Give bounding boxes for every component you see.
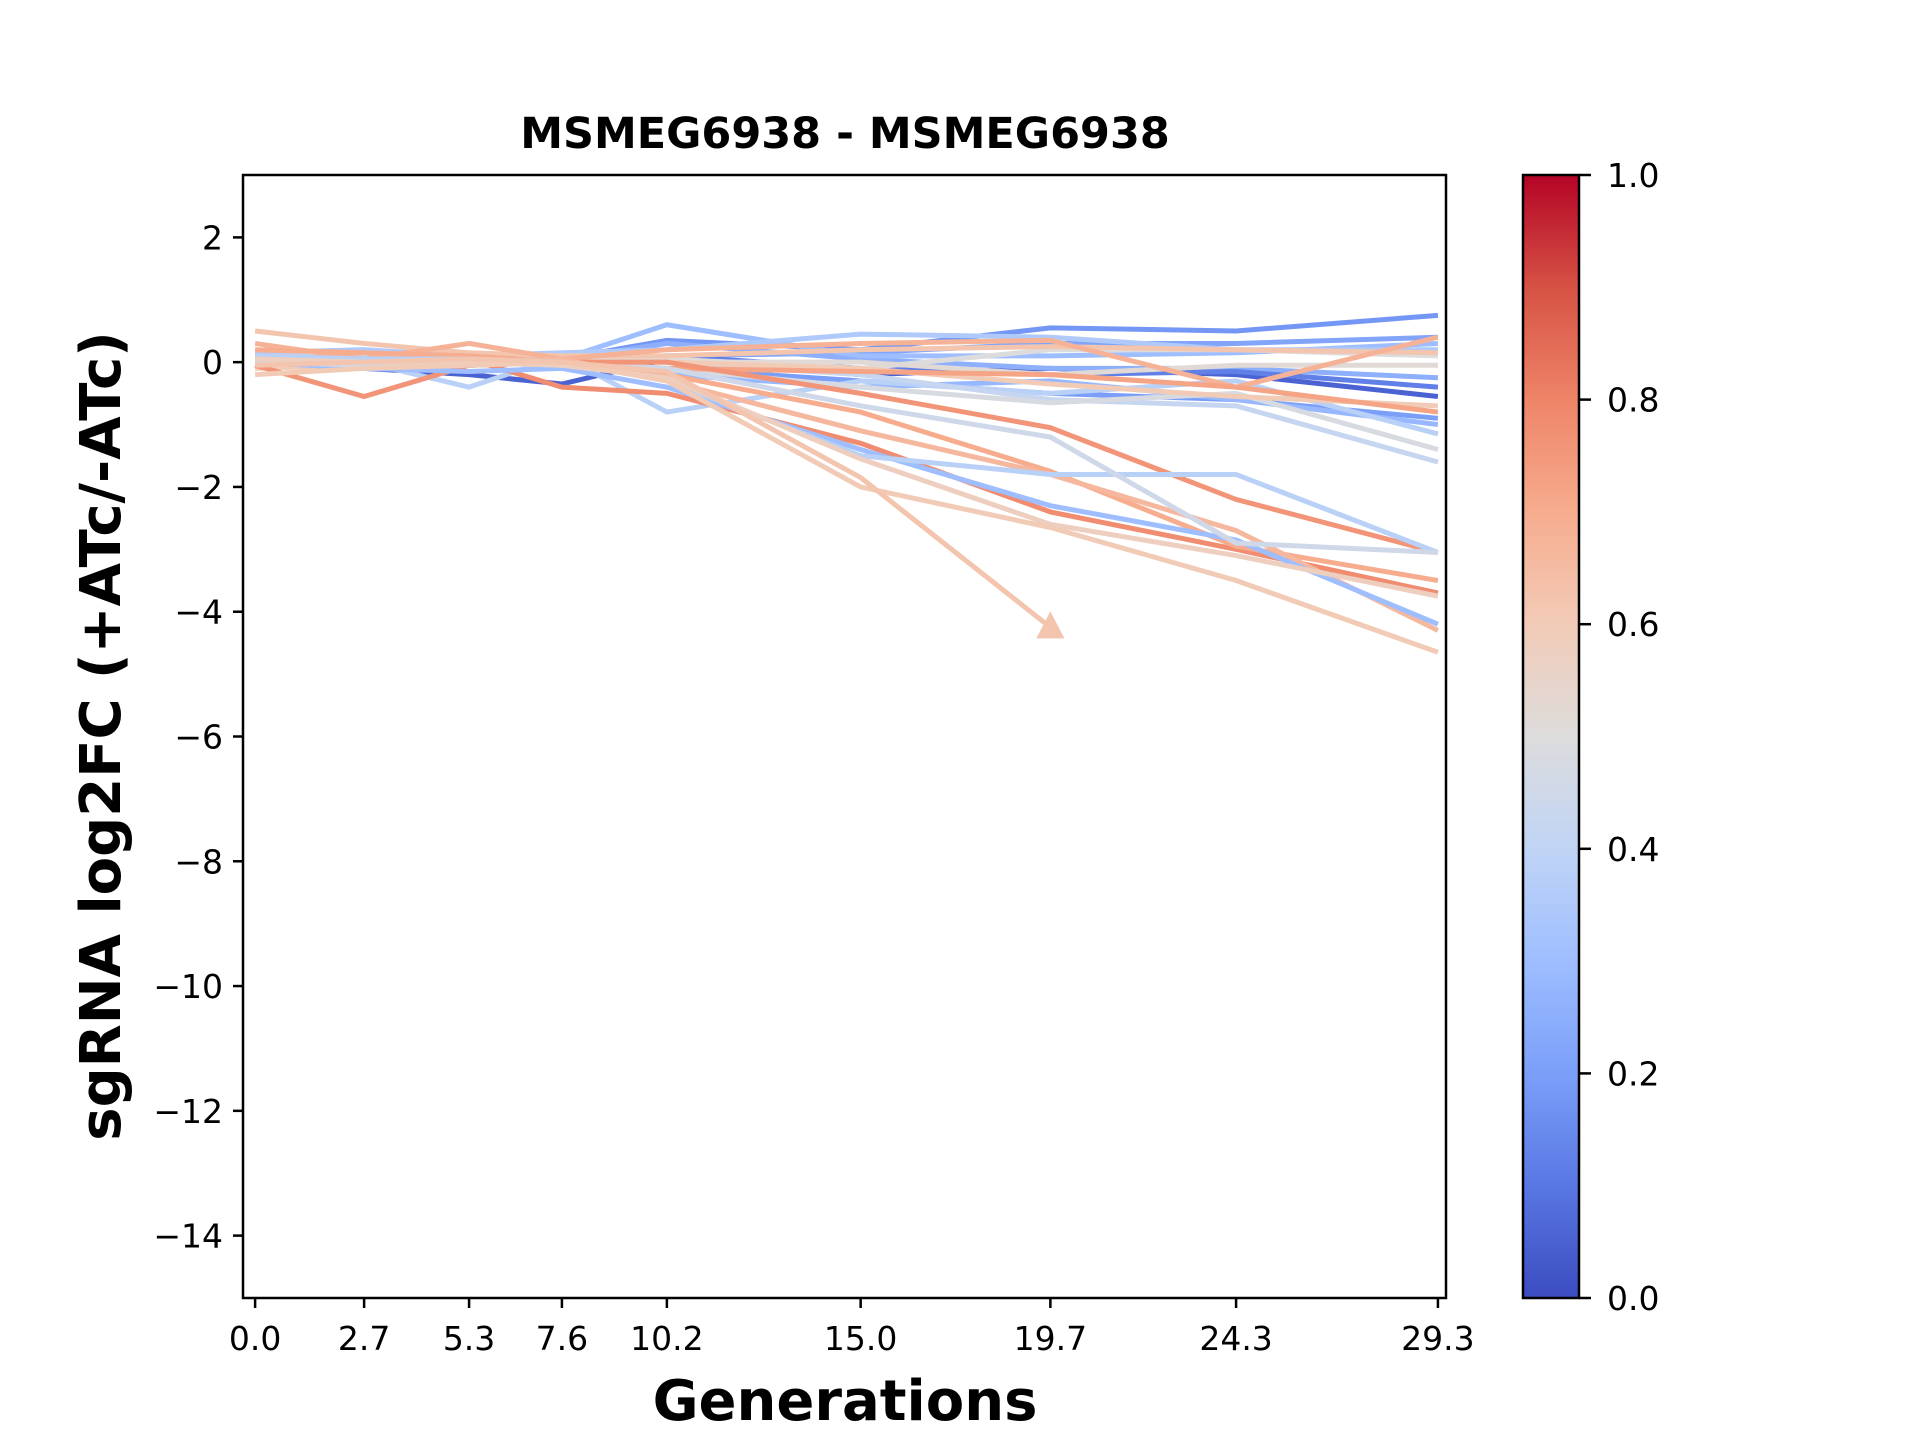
y-axis-title: sgRNA log2FC (+ATc/-ATc) (69, 331, 134, 1141)
x-tick-label: 24.3 (1199, 1319, 1272, 1358)
colorbar-tick-label: 0.6 (1607, 605, 1659, 644)
colorbar: 0.0 0.2 0.4 0.6 0.8 1.0 (1521, 156, 1659, 1318)
chart-title: MSMEG6938 - MSMEG6938 (520, 109, 1170, 159)
colorbar-ticks: 0.0 0.2 0.4 0.6 0.8 1.0 (1579, 156, 1659, 1318)
x-tick-label: 2.7 (338, 1319, 390, 1358)
y-tick-label: −10 (153, 967, 223, 1006)
series-line-28 (255, 356, 1052, 630)
y-tick-label: −4 (174, 593, 223, 632)
series-line-21 (255, 347, 1439, 583)
series-line-27 (254, 359, 1439, 655)
x-tick-label: 5.3 (443, 1319, 495, 1358)
marker-layer (1036, 611, 1065, 639)
x-axis: 0.0 2.7 5.3 7.6 10.2 15.0 19.7 24.3 29.3 (229, 1298, 1475, 1358)
y-tick-label: −8 (174, 842, 223, 881)
y-tick-label: 0 (202, 343, 223, 382)
y-tick-label: −12 (153, 1092, 223, 1131)
x-axis-title: Generations (653, 1369, 1038, 1434)
colorbar-tick-label: 0.0 (1607, 1279, 1659, 1318)
y-tick-label: −2 (174, 468, 223, 507)
series-end-marker-28 (1036, 611, 1065, 639)
x-tick-label: 19.7 (1014, 1319, 1087, 1358)
colorbar-tick-label: 0.4 (1607, 830, 1659, 869)
series-line-15 (254, 328, 1438, 359)
colorbar-gradient (1521, 173, 1581, 1300)
x-tick-label: 15.0 (824, 1319, 897, 1358)
y-tick-label: 2 (202, 218, 223, 257)
x-tick-label: 29.3 (1401, 1319, 1474, 1358)
colorbar-tick-label: 1.0 (1607, 156, 1659, 195)
x-tick-label: 10.2 (630, 1319, 703, 1358)
x-tick-label: 7.6 (536, 1319, 588, 1358)
colorbar-tick-label: 0.8 (1607, 381, 1659, 420)
y-tick-label: −14 (153, 1217, 223, 1256)
series-layer (254, 312, 1440, 655)
colorbar-tick-label: 0.2 (1607, 1054, 1659, 1093)
x-tick-label: 0.0 (229, 1319, 281, 1358)
y-tick-label: −6 (174, 718, 223, 757)
y-axis: 2 0 −2 −4 −6 −8 −10 −12 −14 (153, 218, 243, 1256)
